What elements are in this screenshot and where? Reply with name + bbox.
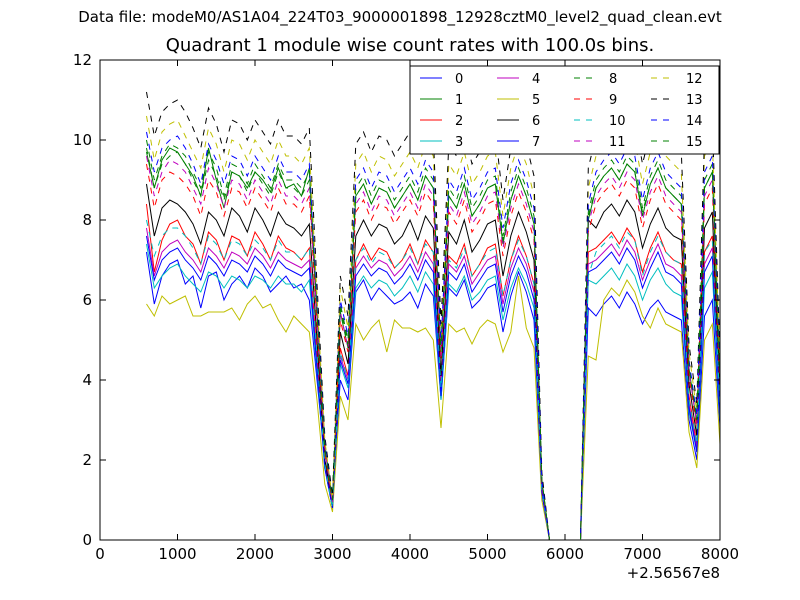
series-lines (146, 91, 720, 540)
x-tick-label: 8000 (701, 545, 739, 563)
y-tick-label: 2 (82, 451, 92, 469)
y-tick-label: 10 (73, 131, 92, 149)
legend-label-12: 12 (686, 72, 703, 87)
series-line-13 (146, 91, 720, 540)
series-line-0 (146, 251, 720, 540)
legend-label-11: 11 (609, 135, 626, 150)
series-line-15 (146, 147, 720, 540)
x-tick-label: 0 (95, 545, 105, 563)
series-line-4 (146, 227, 720, 540)
x-offset-label: +2.56567e8 (627, 564, 720, 582)
legend-label-4: 4 (532, 72, 540, 87)
series-line-14 (146, 131, 720, 540)
x-tick-label: 3000 (313, 545, 351, 563)
series-line-7 (146, 235, 720, 540)
legend-label-5: 5 (532, 93, 540, 108)
y-tick-label: 0 (82, 531, 92, 549)
legend-label-2: 2 (455, 114, 463, 129)
legend-label-9: 9 (609, 93, 617, 108)
series-line-5 (146, 275, 720, 540)
x-tick-label: 5000 (468, 545, 506, 563)
y-tick-label: 4 (82, 371, 92, 389)
legend-label-13: 13 (686, 93, 703, 108)
legend-box (409, 65, 720, 155)
series-line-10 (146, 219, 720, 540)
series-line-12 (146, 115, 720, 540)
legend-label-15: 15 (686, 135, 703, 150)
legend-label-6: 6 (532, 114, 540, 129)
y-tick-label: 12 (73, 51, 92, 69)
y-tick-label: 8 (82, 211, 92, 229)
x-tick-label: 2000 (236, 545, 274, 563)
legend-label-8: 8 (609, 72, 617, 87)
legend-label-1: 1 (455, 93, 463, 108)
series-line-9 (146, 163, 720, 540)
series-line-6 (146, 183, 720, 540)
legend-label-0: 0 (455, 72, 463, 87)
legend-label-7: 7 (532, 135, 540, 150)
legend-label-14: 14 (686, 114, 703, 129)
legend-label-10: 10 (609, 114, 626, 129)
x-tick-label: 1000 (158, 545, 196, 563)
chart-title: Quadrant 1 module wise count rates with … (165, 35, 655, 56)
series-line-3 (146, 243, 720, 540)
y-tick-label: 6 (82, 291, 92, 309)
data-file-suptitle: Data file: modeM0/AS1A04_224T03_90000018… (78, 8, 722, 26)
legend-label-3: 3 (455, 135, 463, 150)
x-tick-label: 7000 (623, 545, 661, 563)
series-line-11 (146, 155, 720, 540)
x-tick-label: 4000 (391, 545, 429, 563)
x-tick-label: 6000 (546, 545, 584, 563)
